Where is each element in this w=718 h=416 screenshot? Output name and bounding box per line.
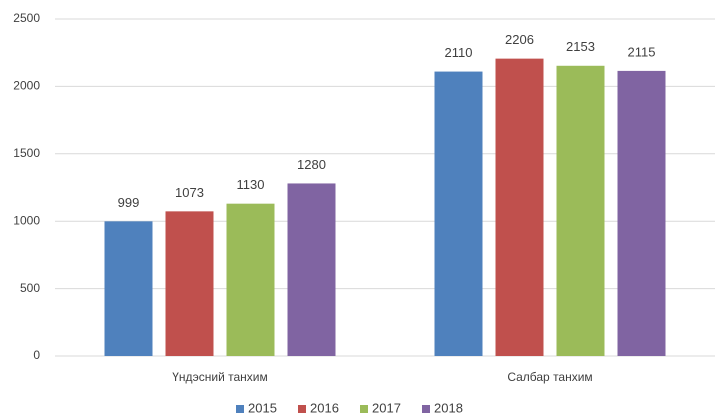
data-label: 2206 xyxy=(505,32,534,47)
bar xyxy=(165,211,214,356)
data-label: 999 xyxy=(118,195,140,210)
legend-label: 2016 xyxy=(310,400,339,415)
legend-label: 2015 xyxy=(248,400,277,415)
bar xyxy=(434,71,483,357)
y-tick-label: 2000 xyxy=(13,79,40,93)
data-label: 1280 xyxy=(297,157,326,172)
bar xyxy=(104,221,153,356)
data-label: 2110 xyxy=(445,45,473,60)
data-label: 1073 xyxy=(175,185,204,200)
x-tick-label: Үндэсний танхим xyxy=(172,370,268,384)
data-label: 2115 xyxy=(628,44,656,59)
y-tick-label: 0 xyxy=(33,348,40,362)
legend-swatch xyxy=(236,405,244,413)
y-tick-label: 500 xyxy=(20,281,40,295)
y-tick-label: 2500 xyxy=(13,11,40,25)
x-tick-label: Салбар танхим xyxy=(507,370,592,384)
y-tick-label: 1000 xyxy=(13,213,40,227)
bar xyxy=(495,58,544,357)
legend-swatch xyxy=(298,405,306,413)
legend-swatch xyxy=(360,405,368,413)
bar xyxy=(287,183,336,356)
bar xyxy=(226,203,275,356)
data-label: 2153 xyxy=(566,39,595,54)
data-label: 1130 xyxy=(237,177,265,192)
y-tick-label: 1500 xyxy=(13,146,40,160)
bar xyxy=(556,65,605,356)
legend-swatch xyxy=(422,405,430,413)
legend-label: 2017 xyxy=(372,400,401,415)
bar xyxy=(617,70,666,356)
legend-label: 2018 xyxy=(434,400,463,415)
